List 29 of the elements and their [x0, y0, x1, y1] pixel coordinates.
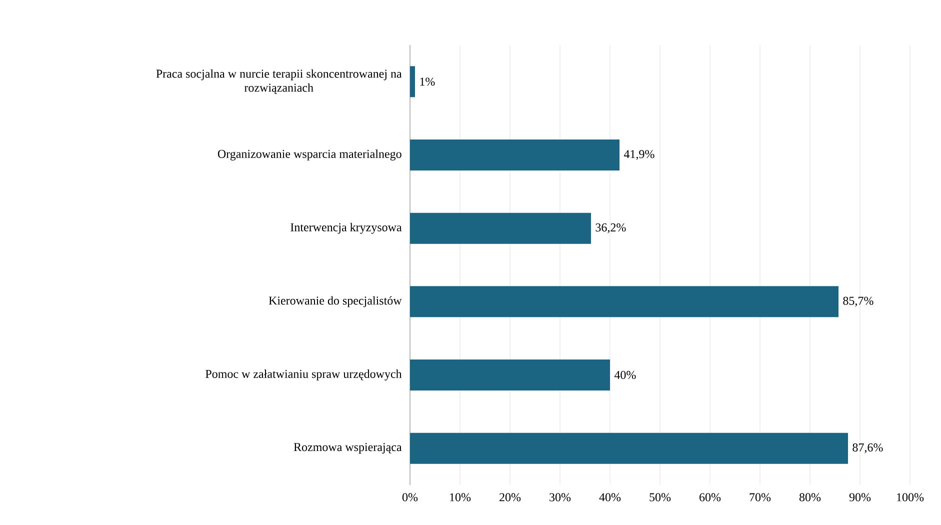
- data-label: 1%: [420, 78, 435, 86]
- y-tick-label: Pomoc w załatwianiu spraw urzędowych: [206, 370, 402, 380]
- x-tick-label: 80%: [799, 493, 821, 502]
- data-label: 36,2%: [596, 223, 626, 234]
- x-tick-label: 30%: [550, 493, 571, 502]
- data-label: 40%: [614, 370, 636, 380]
- y-tick-label: Kierowanie do specjalistów: [268, 296, 402, 308]
- data-label: 85,7%: [843, 296, 874, 307]
- x-tick-label: 90%: [849, 493, 871, 502]
- data-label: 87,6%: [852, 443, 883, 454]
- x-tick-label: 40%: [599, 493, 621, 502]
- data-label: 41,9%: [624, 150, 654, 160]
- bar: [410, 286, 839, 318]
- bar: [410, 359, 610, 390]
- y-tick-label: Rozmowa wspierająca: [294, 443, 402, 454]
- y-tick-label: Organizowanie wsparcia materialnego: [218, 150, 402, 160]
- x-tick-label: 100%: [897, 493, 924, 502]
- x-tick-label: 60%: [700, 493, 721, 502]
- y-tick-label: Interwencja kryzysowa: [290, 222, 402, 234]
- x-tick-label: 50%: [650, 493, 671, 502]
- bar: [410, 212, 592, 244]
- bar: [410, 432, 848, 464]
- bar: [410, 139, 620, 170]
- bar: [410, 66, 416, 98]
- x-tick-label: 20%: [500, 493, 521, 502]
- y-tick-label: Praca socjalna w nurcie terapii skoncentrowanej na rozwiązaniach: [156, 69, 402, 94]
- x-tick-label: 70%: [750, 493, 771, 502]
- x-tick-label: 10%: [450, 493, 471, 502]
- x-tick-label: 0%: [402, 493, 418, 502]
